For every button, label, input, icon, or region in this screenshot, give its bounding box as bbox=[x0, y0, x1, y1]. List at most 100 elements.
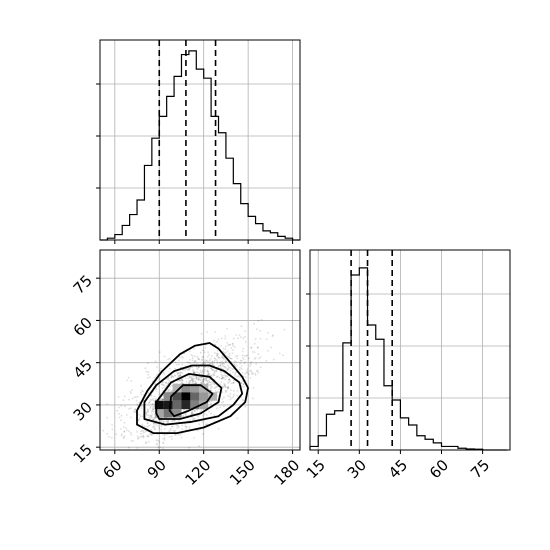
joint-panel-scatter-point bbox=[191, 359, 194, 362]
joint-panel-scatter-point bbox=[189, 375, 191, 378]
joint-panel-scatter-point bbox=[271, 335, 274, 338]
joint-panel-scatter-point bbox=[178, 359, 180, 362]
joint-panel-scatter-point bbox=[192, 417, 195, 420]
joint-panel-scatter-point bbox=[203, 367, 206, 369]
joint-panel-scatter-point bbox=[200, 332, 203, 335]
joint-panel-scatter-point bbox=[151, 416, 154, 419]
joint-panel-scatter-point bbox=[202, 379, 205, 382]
joint-panel-scatter-point bbox=[243, 362, 246, 365]
joint-panel-scatter-point bbox=[184, 413, 187, 415]
joint-panel-scatter-point bbox=[154, 428, 157, 431]
joint-panel-scatter-point bbox=[232, 371, 234, 374]
joint-panel-scatter-point bbox=[150, 429, 153, 431]
joint-panel-scatter-point bbox=[162, 381, 164, 384]
joint-panel-scatter-point bbox=[252, 397, 254, 400]
joint-panel-scatter-point bbox=[230, 347, 233, 350]
joint-panel-scatter-point bbox=[191, 413, 194, 415]
joint-panel-scatter-point bbox=[123, 395, 126, 398]
joint-panel-scatter-point bbox=[211, 362, 214, 365]
joint-panel-scatter-point bbox=[188, 380, 191, 383]
joint-panel-grid bbox=[100, 250, 300, 450]
joint-panel-scatter-point bbox=[162, 447, 164, 450]
joint-panel-scatter-point bbox=[265, 338, 268, 340]
joint-panel-scatter-point bbox=[226, 368, 229, 370]
joint-panel-scatter-point bbox=[216, 354, 219, 357]
joint-panel-scatter-point bbox=[106, 432, 109, 435]
joint-panel-scatter-point bbox=[125, 414, 128, 416]
joint-panel-scatter-point bbox=[253, 322, 256, 325]
joint-panel-frame bbox=[99, 249, 301, 451]
joint-panel-scatter-point bbox=[140, 393, 143, 396]
joint-panel-scatter-point bbox=[181, 355, 183, 358]
joint-panel-scatter-point bbox=[256, 370, 258, 372]
joint-panel-scatter-point bbox=[205, 379, 208, 382]
joint-panel-scatter-point bbox=[201, 369, 204, 372]
joint-panel-scatter-point bbox=[212, 381, 215, 384]
joint-panel-scatter-point bbox=[142, 390, 144, 393]
joint-panel-scatter-point bbox=[209, 367, 212, 370]
joint-panel-scatter-point bbox=[204, 378, 207, 381]
joint-panel-scatter-point bbox=[199, 370, 202, 372]
joint-panel-scatter-point bbox=[160, 428, 163, 431]
joint-panel-scatter-point bbox=[226, 369, 229, 371]
joint-panel-scatter-point bbox=[126, 379, 128, 382]
joint-panel-scatter-point bbox=[138, 401, 141, 404]
joint-panel-scatter-point bbox=[213, 420, 216, 422]
joint-panel-scatter-point bbox=[197, 379, 200, 381]
joint-panel-scatter-point bbox=[197, 378, 200, 381]
joint-panel-scatter-point bbox=[188, 382, 190, 385]
joint-panel-scatter-point bbox=[191, 416, 194, 419]
joint-panel-scatter-point bbox=[186, 426, 188, 429]
joint-panel-scatter-point bbox=[194, 360, 197, 362]
joint-panel-scatter-point bbox=[147, 408, 149, 411]
joint-panel-scatter-point bbox=[130, 407, 132, 409]
joint-panel-scatter-point bbox=[231, 367, 234, 370]
joint-panel-scatter-point bbox=[173, 374, 176, 376]
joint-panel-scatter-point bbox=[221, 360, 224, 363]
joint-panel-scatter-point bbox=[210, 367, 213, 370]
joint-panel-scatter-point bbox=[125, 427, 127, 429]
joint-panel-scatter-point bbox=[189, 379, 192, 382]
joint-panel-scatter-point bbox=[192, 372, 195, 374]
joint-panel-scatter-point bbox=[131, 389, 133, 392]
top-histogram-frame bbox=[99, 39, 301, 241]
joint-panel-scatter-point bbox=[202, 362, 205, 364]
joint-panel-scatter-point bbox=[153, 395, 156, 398]
joint-panel-scatter-point bbox=[207, 366, 210, 369]
joint-panel-scatter-point bbox=[205, 378, 208, 381]
joint-panel-scatter-point bbox=[140, 430, 143, 433]
joint-panel-scatter-point bbox=[207, 370, 210, 373]
joint-panel-scatter-point bbox=[126, 429, 128, 432]
joint-panel-scatter-point bbox=[254, 372, 257, 375]
joint-panel-scatter-point bbox=[228, 395, 231, 398]
joint-panel-scatter-point bbox=[239, 359, 242, 362]
joint-panel-scatter-point bbox=[155, 439, 158, 442]
joint-panel-scatter-point bbox=[198, 377, 200, 380]
joint-panel-scatter-point bbox=[145, 412, 148, 415]
joint-panel-scatter-point bbox=[195, 367, 198, 369]
joint-panel-scatter-point bbox=[229, 343, 232, 346]
joint-panel-scatter-point bbox=[241, 385, 243, 388]
joint-panel-scatter-point bbox=[191, 357, 194, 360]
joint-panel-scatter-point bbox=[128, 398, 131, 401]
joint-panel-scatter-point bbox=[249, 377, 252, 379]
joint-panel-scatter-point bbox=[181, 380, 184, 382]
joint-panel-scatter-point bbox=[141, 435, 143, 438]
joint-panel-scatter-point bbox=[175, 424, 178, 427]
joint-panel-scatter-point bbox=[241, 357, 244, 359]
joint-panel-scatter-point bbox=[201, 381, 204, 384]
joint-panel-scatter-point bbox=[148, 424, 151, 427]
joint-panel-scatter-point bbox=[123, 421, 126, 424]
joint-panel-density-cell bbox=[172, 409, 182, 418]
joint-panel-scatter-point bbox=[127, 430, 130, 432]
joint-panel-scatter-point bbox=[192, 412, 195, 415]
joint-panel-scatter-point bbox=[207, 351, 210, 353]
joint-panel-scatter-point bbox=[201, 415, 204, 417]
joint-panel-scatter-point bbox=[134, 411, 137, 414]
joint-panel-scatter-point bbox=[226, 387, 229, 390]
joint-panel-scatter-point bbox=[166, 433, 168, 436]
joint-panel-density-cell bbox=[163, 409, 173, 418]
joint-panel-scatter-point bbox=[206, 331, 209, 333]
joint-panel-scatter-point bbox=[149, 405, 152, 408]
joint-panel-scatter-point bbox=[211, 381, 213, 384]
